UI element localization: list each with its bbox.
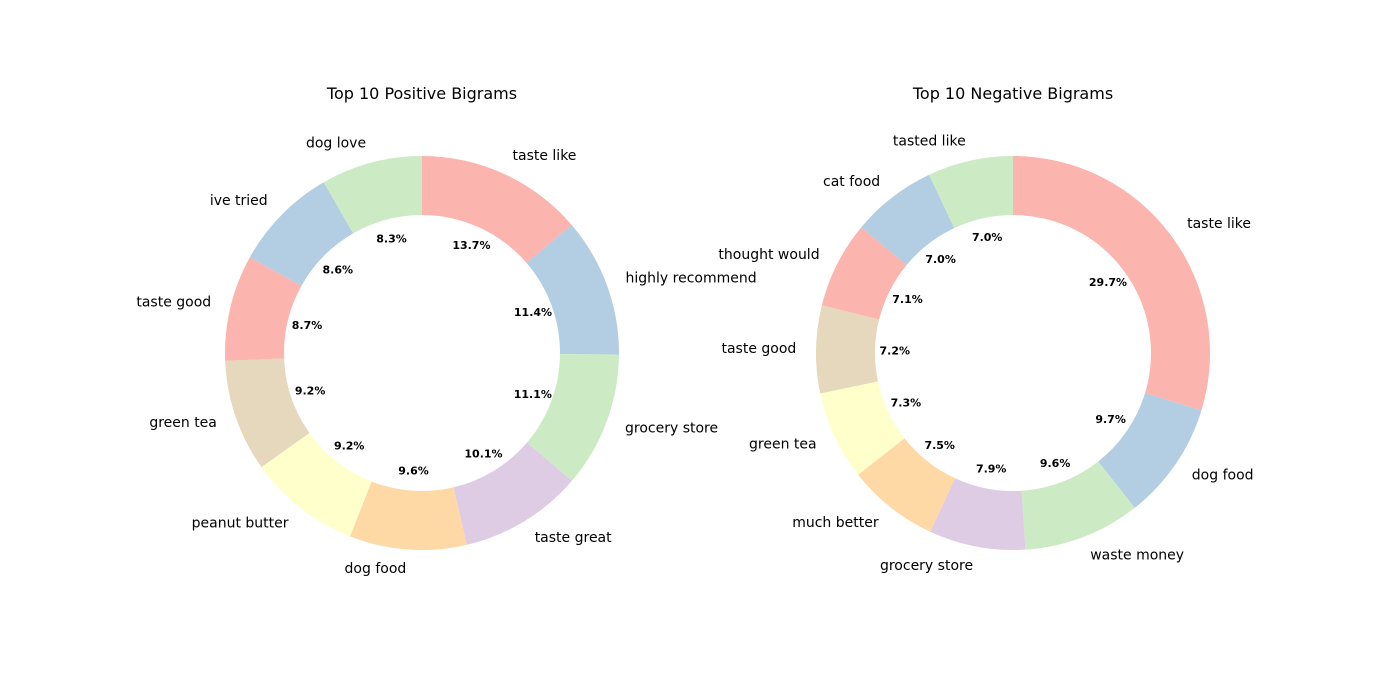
negative-label-taste-like: taste like [1187,216,1251,232]
positive-percent-taste-good: 8.7% [292,319,323,332]
positive-label-taste-like: taste like [513,148,577,164]
positive-label-highly-recommend: highly recommend [626,271,757,287]
negative-percent-waste-money: 9.6% [1040,457,1071,470]
positive-percent-ive-tried: 8.6% [323,264,354,277]
negative-percent-dog-food: 9.7% [1095,413,1126,426]
negative-slice-taste-good [816,305,880,394]
negative-slices [816,156,1210,550]
negative-percent-grocery-store: 7.9% [976,463,1007,476]
positive-percent-dog-love: 8.3% [376,232,407,245]
positive-bigrams-donut-chart: Top 10 Positive Bigrams taste like highly… [136,84,756,577]
negative-label-much-better: much better [792,515,879,531]
positive-percent-highly-recommend: 11.4% [514,306,552,319]
positive-percent-taste-like: 13.7% [452,239,490,252]
positive-slice-taste-good [225,257,302,361]
positive-label-ive-tried: ive tried [210,193,268,209]
positive-percent-dog-food: 9.6% [398,464,429,477]
negative-percent-green-tea: 7.3% [891,397,922,410]
positive-label-peanut-butter: peanut butter [192,516,289,532]
negative-percent-taste-good: 7.2% [880,344,911,357]
positive-slice-ive-tried [249,182,354,286]
negative-percent-much-better: 7.5% [924,439,955,452]
negative-percent-taste-like: 29.7% [1089,276,1127,289]
positive-label-taste-good: taste good [136,295,211,311]
positive-slices [225,156,619,550]
positive-slice-taste-like [422,156,572,264]
positive-chart-title: Top 10 Positive Bigrams [326,84,517,103]
negative-slice-taste-like [1013,156,1210,411]
negative-slice-cat-food [861,174,955,266]
negative-label-tasted-like: tasted like [893,134,966,150]
negative-slice-tasted-like [929,156,1013,229]
positive-percent-grocery-store: 11.1% [514,388,552,401]
negative-slice-thought-would [821,227,907,320]
negative-label-waste-money: waste money [1090,548,1184,564]
negative-label-grocery-store: grocery store [880,558,973,574]
positive-percent-green-tea: 9.2% [295,385,326,398]
negative-percent-cat-food: 7.0% [925,253,956,266]
negative-slice-green-tea [820,381,905,475]
positive-slice-highly-recommend [526,224,619,355]
negative-chart-title: Top 10 Negative Bigrams [912,84,1113,103]
negative-percent-tasted-like: 7.0% [972,231,1003,244]
positive-percent-taste-great: 10.1% [464,447,502,460]
negative-slice-waste-money [1021,461,1135,550]
negative-label-taste-good: taste good [721,341,796,357]
negative-label-dog-food: dog food [1192,467,1254,483]
positive-percent-peanut-butter: 9.2% [334,440,365,453]
positive-slice-dog-food [349,481,467,550]
positive-slice-dog-love [323,156,422,234]
positive-label-dog-food: dog food [345,561,407,577]
positive-label-green-tea: green tea [149,415,217,431]
positive-slice-peanut-butter [261,432,372,537]
positive-slice-green-tea [225,358,310,468]
negative-slice-much-better [858,438,956,532]
positive-slice-taste-great [453,442,572,545]
negative-slice-grocery-store [930,478,1026,550]
positive-label-dog-love: dog love [306,136,366,152]
negative-percent-labels: 29.7% 9.7% 9.6% 7.9% 7.5% 7.3% 7.2% 7.1% 7.0% 7.0… [880,231,1128,476]
negative-bigrams-donut-chart: Top 10 Negative Bigrams taste like dog fo… [718,84,1253,574]
negative-label-green-tea: green tea [749,437,817,453]
positive-label-taste-great: taste great [535,530,612,546]
positive-category-labels: taste like highly recommend grocery store t… [136,136,756,577]
negative-label-cat-food: cat food [823,174,880,190]
negative-percent-thought-would: 7.1% [892,293,923,306]
positive-label-grocery-store: grocery store [625,421,718,437]
negative-slice-dog-food [1098,393,1202,508]
positive-slice-grocery-store [527,354,619,481]
positive-percent-labels: 13.7% 11.4% 11.1% 10.1% 9.6% 9.2% 9.2% 8.7% 8.6%… [292,232,552,477]
negative-category-labels: taste like dog food waste money grocery sto… [718,134,1253,575]
negative-label-thought-would: thought would [718,247,819,263]
